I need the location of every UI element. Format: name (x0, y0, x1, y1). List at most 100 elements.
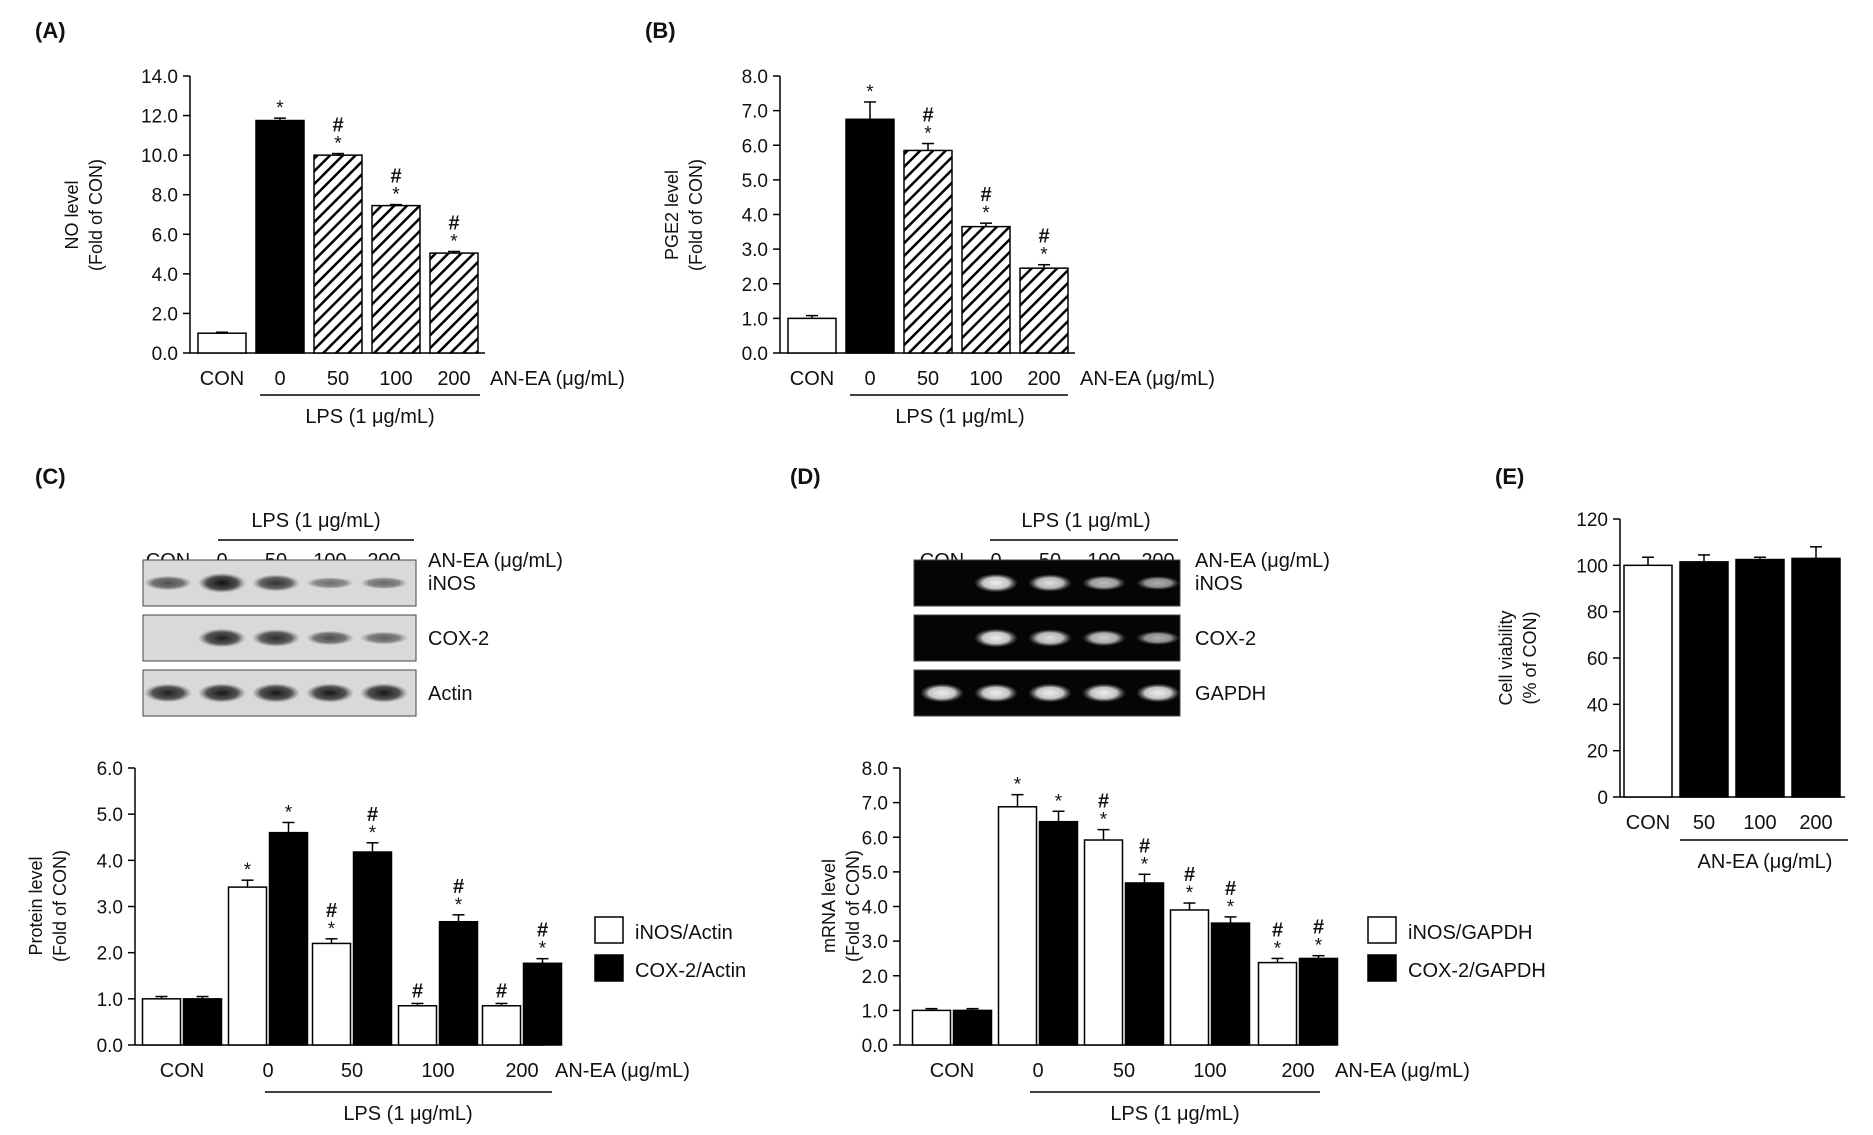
significance-star: * (1014, 775, 1022, 796)
y-tick-label: 1.0 (97, 990, 123, 1011)
band (252, 683, 300, 703)
significance-star: * (244, 860, 252, 881)
band (360, 683, 408, 703)
panel-label-d: (D) (790, 464, 821, 489)
significance-hash: # (390, 166, 401, 188)
y-axis-label: Cell viability (% of CON) (1496, 610, 1540, 705)
significance-star: * (866, 82, 874, 103)
y-tick-label: 6.0 (97, 759, 123, 780)
bar (1623, 564, 1673, 798)
treatment-label: AN-EA (μg/mL) (490, 368, 625, 390)
bar (845, 118, 895, 354)
legend-label: iNOS/GAPDH (1408, 922, 1532, 944)
significance-star: * (1100, 810, 1108, 831)
significance-star: * (1055, 791, 1063, 812)
blot-treatment-label: AN-EA (μg/mL) (1195, 550, 1330, 572)
blot-c: LPS (1 μg/mL)CON050100200AN-EA (μg/mL)iN… (142, 510, 563, 717)
y-tick-label: 6.0 (862, 828, 888, 849)
bar (397, 1005, 438, 1046)
panel-label-a: (A) (35, 18, 66, 43)
bar (438, 920, 479, 1046)
y-tick-label: 8.0 (742, 67, 768, 88)
x-tick-label: 100 (969, 368, 1002, 390)
legend-label: iNOS/Actin (635, 922, 733, 944)
band (306, 683, 354, 703)
band (974, 628, 1018, 648)
y-tick-label: 4.0 (742, 206, 768, 227)
panel-e: (E) 0 20 40 60 80 100 120 Cell viability (% of C… (1495, 464, 1848, 873)
y-tick-label: 80 (1587, 603, 1608, 624)
y-tick-label: 12.0 (141, 107, 178, 128)
band (252, 629, 300, 647)
bar (787, 317, 837, 354)
y-tick-label: 1.0 (742, 309, 768, 330)
x-tick-label: 0 (864, 368, 875, 390)
band (198, 573, 246, 593)
legend-swatch (1367, 954, 1397, 982)
bar (268, 831, 309, 1046)
y-tick-label: 6.0 (152, 225, 178, 246)
bar (352, 851, 393, 1046)
significance-star: * (1186, 883, 1194, 904)
y-tick-label: 3.0 (742, 240, 768, 261)
y-tick-label: 20 (1587, 742, 1608, 763)
significance-star: * (539, 939, 547, 960)
bar (371, 204, 421, 354)
band (1082, 575, 1126, 591)
bar (911, 1009, 952, 1046)
bar (227, 886, 268, 1046)
plot-b: 0.0 1.0 2.0 3.0 4.0 5.0 6.0 7.0 8.0 PGE2 level (Fo… (662, 67, 1215, 428)
legend-label: COX-2/Actin (635, 960, 746, 982)
significance-hash: # (922, 105, 933, 127)
bar (1169, 909, 1210, 1046)
y-axis-label: NO level (Fold of CON) (62, 159, 106, 271)
plot-a: 0.0 2.0 4.0 6.0 8.0 10.0 12.0 14.0 NO level (Fold… (62, 67, 625, 428)
group-label: LPS (1 μg/mL) (305, 406, 434, 428)
significance-star: * (369, 823, 377, 844)
x-tick-label: 100 (421, 1060, 454, 1082)
band (252, 574, 300, 592)
significance-star: * (276, 98, 284, 119)
blot-row-label: GAPDH (1195, 683, 1266, 705)
band (144, 575, 192, 591)
x-tick-label: 100 (1193, 1060, 1226, 1082)
x-tick-label: 0 (1032, 1060, 1043, 1082)
band (1082, 683, 1126, 703)
band (360, 576, 408, 590)
significance-hash: # (537, 920, 548, 942)
legend-swatch (1367, 916, 1397, 944)
blot-group-label: LPS (1 μg/mL) (251, 510, 380, 532)
significance-hash: # (326, 900, 337, 922)
significance-hash: # (1272, 919, 1283, 941)
y-tick-label: 100 (1576, 556, 1608, 577)
y-tick-label: 2.0 (742, 275, 768, 296)
group-label: LPS (1 μg/mL) (895, 406, 1024, 428)
x-tick-label: 50 (341, 1060, 363, 1082)
significance-hash: # (1184, 864, 1195, 886)
band (1028, 574, 1072, 592)
treatment-label: AN-EA (μg/mL) (1080, 368, 1215, 390)
significance-star: * (450, 231, 458, 252)
plot-c: 0.0 1.0 2.0 3.0 4.0 5.0 6.0 Protein level (Fold … (26, 759, 746, 1125)
y-tick-label: 2.0 (862, 967, 888, 988)
significance-hash: # (1098, 791, 1109, 813)
bar (1019, 267, 1069, 354)
y-tick-label: 8.0 (862, 759, 888, 780)
significance-hash: # (1225, 878, 1236, 900)
significance-hash: # (1038, 226, 1049, 248)
significance-star: * (924, 124, 932, 145)
blot-row-label: Actin (428, 683, 472, 705)
band (1028, 683, 1072, 703)
y-tick-label: 6.0 (742, 136, 768, 157)
x-tick-label: 0 (274, 368, 285, 390)
bar (429, 252, 479, 354)
blot-strip (913, 614, 1181, 662)
bar (1735, 558, 1785, 798)
x-tick-label: 200 (1799, 812, 1832, 834)
y-axis-label: PGE2 level (Fold of CON) (662, 159, 706, 271)
bar (182, 998, 223, 1046)
significance-star: * (328, 919, 336, 940)
x-tick-label: 200 (505, 1060, 538, 1082)
y-tick-label: 2.0 (152, 304, 178, 325)
x-tick-label: 50 (327, 368, 349, 390)
